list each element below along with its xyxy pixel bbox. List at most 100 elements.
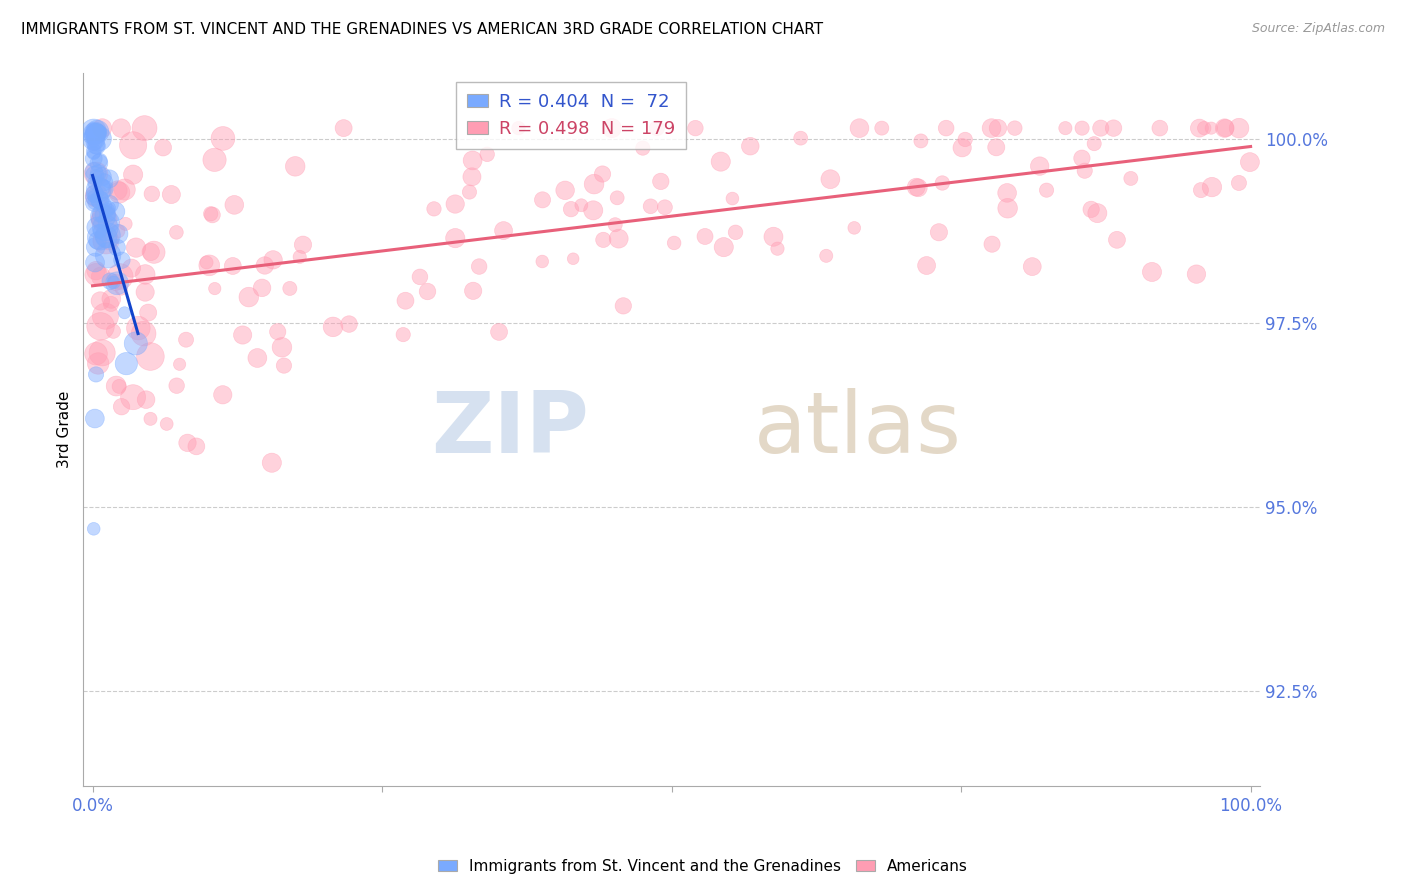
Point bbox=[108, 379, 131, 393]
Point bbox=[139, 412, 162, 426]
Point bbox=[83, 125, 105, 139]
Point bbox=[253, 259, 276, 273]
Point bbox=[1149, 121, 1171, 136]
Point bbox=[96, 207, 118, 221]
Point bbox=[152, 140, 174, 154]
Point bbox=[97, 215, 120, 229]
Point bbox=[740, 139, 762, 153]
Point bbox=[132, 326, 155, 341]
Point bbox=[83, 146, 105, 161]
Point bbox=[135, 392, 157, 407]
Point bbox=[122, 168, 145, 182]
Point bbox=[111, 253, 134, 268]
Point bbox=[531, 193, 554, 207]
Point bbox=[114, 217, 136, 231]
Point bbox=[83, 132, 105, 146]
Point bbox=[204, 153, 226, 167]
Point bbox=[103, 276, 125, 290]
Point bbox=[292, 237, 315, 252]
Point bbox=[1201, 180, 1223, 194]
Point bbox=[508, 121, 530, 136]
Point bbox=[693, 229, 716, 244]
Point bbox=[488, 325, 510, 339]
Point bbox=[134, 121, 156, 136]
Point bbox=[592, 167, 614, 181]
Point bbox=[107, 183, 129, 197]
Point bbox=[981, 237, 1004, 252]
Point bbox=[83, 125, 105, 139]
Point bbox=[139, 244, 162, 259]
Point bbox=[201, 208, 224, 222]
Point bbox=[83, 195, 105, 210]
Point bbox=[89, 293, 111, 308]
Point bbox=[1194, 121, 1216, 136]
Point bbox=[176, 435, 198, 450]
Point bbox=[582, 203, 605, 218]
Point bbox=[94, 220, 117, 235]
Point bbox=[83, 190, 105, 204]
Point bbox=[1140, 265, 1163, 279]
Point bbox=[84, 368, 107, 382]
Point bbox=[640, 199, 662, 213]
Point bbox=[83, 128, 105, 143]
Point bbox=[136, 305, 159, 319]
Point bbox=[935, 121, 957, 136]
Point bbox=[122, 390, 145, 404]
Point bbox=[87, 125, 110, 139]
Point bbox=[91, 210, 114, 224]
Point bbox=[83, 169, 105, 183]
Point bbox=[98, 274, 121, 288]
Point bbox=[89, 230, 111, 244]
Point bbox=[107, 224, 129, 238]
Point bbox=[1119, 171, 1142, 186]
Text: Source: ZipAtlas.com: Source: ZipAtlas.com bbox=[1251, 22, 1385, 36]
Point bbox=[84, 138, 107, 153]
Point bbox=[461, 153, 484, 168]
Point bbox=[1071, 121, 1094, 136]
Point bbox=[762, 229, 785, 244]
Point bbox=[844, 220, 866, 235]
Point bbox=[394, 293, 416, 308]
Point bbox=[444, 231, 467, 245]
Point bbox=[1199, 121, 1222, 136]
Point bbox=[271, 340, 294, 354]
Point bbox=[986, 140, 1008, 154]
Point bbox=[1073, 163, 1095, 178]
Point bbox=[928, 225, 950, 239]
Point bbox=[267, 325, 290, 339]
Point bbox=[98, 197, 121, 211]
Point bbox=[89, 193, 111, 207]
Point bbox=[84, 167, 107, 181]
Point bbox=[83, 145, 105, 159]
Point bbox=[1213, 121, 1236, 136]
Point bbox=[115, 357, 138, 371]
Point bbox=[645, 121, 668, 136]
Point bbox=[250, 281, 273, 295]
Point bbox=[89, 131, 111, 145]
Point bbox=[1071, 151, 1094, 165]
Point bbox=[100, 292, 122, 306]
Point bbox=[953, 132, 976, 146]
Point bbox=[1021, 260, 1043, 274]
Point bbox=[141, 186, 163, 201]
Legend: R = 0.404  N =  72, R = 0.498  N = 179: R = 0.404 N = 72, R = 0.498 N = 179 bbox=[456, 82, 686, 149]
Point bbox=[93, 182, 115, 196]
Point bbox=[1239, 155, 1261, 169]
Point bbox=[685, 121, 707, 136]
Point bbox=[463, 284, 485, 298]
Point bbox=[87, 165, 110, 179]
Point bbox=[84, 125, 107, 139]
Point bbox=[169, 357, 191, 371]
Point bbox=[121, 261, 143, 276]
Point bbox=[83, 176, 105, 190]
Point bbox=[89, 193, 111, 207]
Point bbox=[125, 241, 148, 255]
Point bbox=[114, 306, 136, 320]
Point bbox=[114, 182, 136, 196]
Point bbox=[273, 359, 295, 373]
Point bbox=[997, 201, 1019, 215]
Point bbox=[108, 269, 131, 284]
Point bbox=[83, 126, 105, 140]
Point bbox=[569, 198, 592, 212]
Point bbox=[262, 252, 284, 267]
